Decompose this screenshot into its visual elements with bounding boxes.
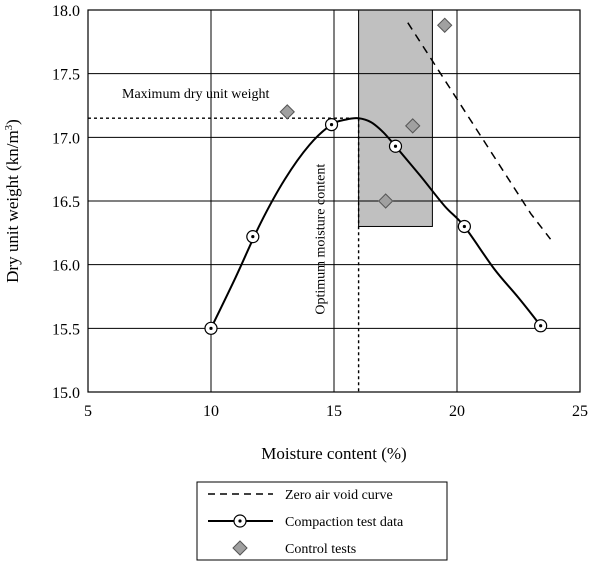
y-axis-title-superscript: 3 bbox=[3, 124, 15, 130]
control-test-point bbox=[436, 17, 453, 33]
y-tick-label: 18.0 bbox=[52, 3, 80, 20]
y-axis-title-close: ) bbox=[3, 119, 22, 125]
legend-control-label: Control tests bbox=[285, 542, 356, 557]
compaction-point-dot bbox=[393, 144, 398, 148]
control-test-point bbox=[279, 104, 295, 120]
compaction-point-dot bbox=[209, 326, 213, 330]
x-axis-title: Moisture content (%) bbox=[261, 444, 406, 463]
x-tick-label: 5 bbox=[84, 403, 92, 420]
max-dry-unit-weight-label: Maximum dry unit weight bbox=[122, 87, 269, 102]
legend-compaction-label: Compaction test data bbox=[285, 515, 404, 530]
grid bbox=[88, 10, 580, 392]
y-tick-label: 17.0 bbox=[52, 130, 80, 147]
y-tick-label: 16.0 bbox=[52, 258, 80, 275]
control-test-point bbox=[377, 193, 394, 209]
x-tick-label: 10 bbox=[203, 403, 219, 420]
y-tick-label: 15.0 bbox=[52, 385, 80, 402]
x-tick-label: 25 bbox=[572, 403, 588, 420]
zero-air-void-curve bbox=[407, 22, 552, 240]
y-tick-label: 17.5 bbox=[52, 67, 80, 84]
y-axis-title-main: Dry unit weight (kn/m bbox=[3, 130, 22, 283]
legend: Zero air void curve Compaction test data… bbox=[196, 481, 448, 561]
control-test-point bbox=[405, 118, 421, 134]
shaded-region bbox=[358, 9, 433, 227]
x-tick-label: 20 bbox=[449, 403, 465, 420]
legend-control-marker bbox=[232, 540, 248, 556]
legend-compaction-marker-dot bbox=[238, 519, 242, 523]
y-tick-label: 15.5 bbox=[52, 321, 80, 338]
legend-zero-air-void-label: Zero air void curve bbox=[285, 488, 393, 503]
compaction-curve bbox=[210, 117, 542, 329]
x-tick-label: 15 bbox=[326, 403, 342, 420]
compaction-point-dot bbox=[539, 324, 543, 328]
optimum-moisture-content-label: Optimum moisture content bbox=[314, 164, 329, 315]
compaction-point-dot bbox=[329, 123, 334, 127]
compaction-point-dot bbox=[251, 235, 255, 239]
plot-frame bbox=[87, 9, 581, 393]
y-tick-label: 16.5 bbox=[52, 194, 80, 211]
y-axis-title: Dry unit weight (kn/m3) bbox=[3, 119, 22, 283]
compaction-point-dot bbox=[462, 224, 466, 229]
